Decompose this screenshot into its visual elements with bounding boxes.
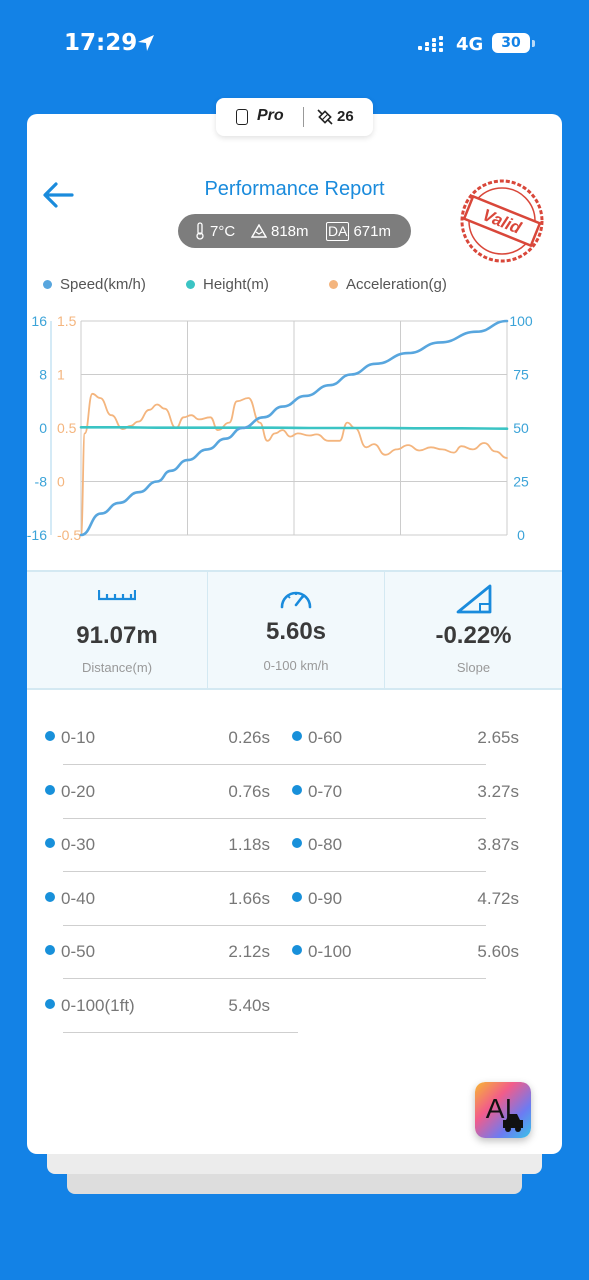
report-card: Performance Report 7°C 818m DA 671m Vali… (27, 114, 562, 1154)
split-row: 0-70 3.27s (292, 768, 519, 821)
split-row: 0-90 4.72s (292, 875, 519, 928)
ruler-icon (98, 590, 136, 601)
status-time: 17:29 (64, 30, 138, 56)
height-tick-label: -16 (27, 527, 47, 543)
back-arrow-icon[interactable] (40, 180, 76, 210)
split-row: 0-20 0.76s (45, 768, 298, 821)
density-altitude: DA 671m (326, 221, 391, 241)
divider (292, 818, 486, 819)
da-badge: DA (326, 221, 350, 241)
acceleration-tick-label: -0.5 (57, 527, 81, 543)
legend-speed: Speed(km/h) (43, 276, 146, 293)
battery-icon: 30 (492, 33, 530, 53)
divider (63, 818, 298, 819)
satellite-count: 26 (337, 108, 354, 125)
status-bar: 17:29 4G 30 (0, 0, 589, 88)
speed-tick-label: 0 (517, 527, 525, 543)
speed-line (79, 319, 509, 537)
stat-slope: -0.22% Slope (385, 572, 562, 688)
speedometer-icon (280, 591, 312, 609)
height-tick-label: -8 (35, 474, 48, 490)
legend-dot (186, 280, 195, 289)
slope-icon (456, 584, 492, 614)
split-dot (45, 892, 55, 902)
network-label: 4G (456, 34, 484, 55)
split-row: 0-80 3.87s (292, 821, 519, 874)
device-model: Pro (257, 107, 284, 124)
split-dot (45, 731, 55, 741)
divider (292, 871, 486, 872)
split-dot (45, 838, 55, 848)
legend-acceleration: Acceleration(g) (329, 276, 447, 293)
split-row: 0-40 1.66s (45, 875, 298, 928)
acceleration-tick-label: 1 (57, 367, 65, 383)
acceleration-line (80, 392, 508, 536)
height-tick-label: 16 (31, 313, 47, 329)
stats-panel: 91.07m Distance(m) 5.60s 0-100 km/h -0.2… (27, 570, 562, 690)
speed-tick-label: 50 (513, 420, 529, 436)
temperature: 7°C (194, 214, 235, 248)
stat-time: 5.60s 0-100 km/h (208, 572, 384, 688)
speed-tick-label: 25 (513, 474, 529, 490)
ai-assistant-button[interactable]: AI (475, 1082, 531, 1138)
location-arrow-icon (138, 35, 154, 51)
divider (384, 572, 385, 688)
divider (292, 764, 486, 765)
split-row: 0-50 2.12s (45, 928, 298, 981)
divider (303, 107, 304, 127)
divider (207, 572, 208, 688)
thermometer-icon (196, 222, 204, 240)
height-line (79, 426, 509, 430)
conditions-pill: 7°C 818m DA 671m (178, 214, 411, 248)
device-pill[interactable]: Pro 26 (216, 98, 373, 136)
split-row: 0-100(1ft) 5.40s (45, 982, 298, 1035)
split-row: 0-10 0.26s (45, 714, 298, 767)
acceleration-tick-label: 0 (57, 474, 65, 490)
split-dot (292, 892, 302, 902)
split-dot (45, 945, 55, 955)
stat-distance: 91.07m Distance(m) (27, 572, 207, 688)
divider (63, 871, 298, 872)
satellite-icon (317, 109, 333, 125)
phone-icon (236, 109, 248, 125)
acceleration-tick-label: 0.5 (57, 420, 77, 436)
altitude: 818m (251, 214, 309, 248)
legend-height: Height(m) (186, 276, 269, 293)
divider (63, 1032, 298, 1033)
split-dot (292, 785, 302, 795)
split-dot (292, 945, 302, 955)
valid-stamp: Valid (460, 179, 544, 263)
acceleration-tick-label: 1.5 (57, 313, 77, 329)
height-tick-label: 0 (39, 420, 47, 436)
performance-chart: 16 8 0 -8 -16 1.5 1 0.5 0 -0.5 100 75 50 25 0 (27, 313, 533, 543)
chart-legend: Speed(km/h) Height(m) Acceleration(g) (27, 274, 562, 298)
signal-icon (418, 36, 443, 52)
split-dot (292, 731, 302, 741)
divider (63, 764, 298, 765)
legend-dot (43, 280, 52, 289)
height-tick-label: 8 (39, 367, 47, 383)
divider (292, 978, 486, 979)
split-row: 0-30 1.18s (45, 821, 298, 874)
divider (63, 978, 298, 979)
split-row: 0-100 5.60s (292, 928, 519, 981)
split-dot (292, 838, 302, 848)
mountain-icon (251, 224, 267, 238)
battery-tip (532, 40, 535, 47)
divider (63, 925, 298, 926)
speed-tick-label: 100 (509, 313, 533, 329)
speed-tick-label: 75 (513, 367, 529, 383)
split-dot (45, 785, 55, 795)
page-title: Performance Report (204, 178, 385, 200)
split-row: 0-60 2.65s (292, 714, 519, 767)
legend-dot (329, 280, 338, 289)
split-dot (45, 999, 55, 1009)
divider (292, 925, 486, 926)
